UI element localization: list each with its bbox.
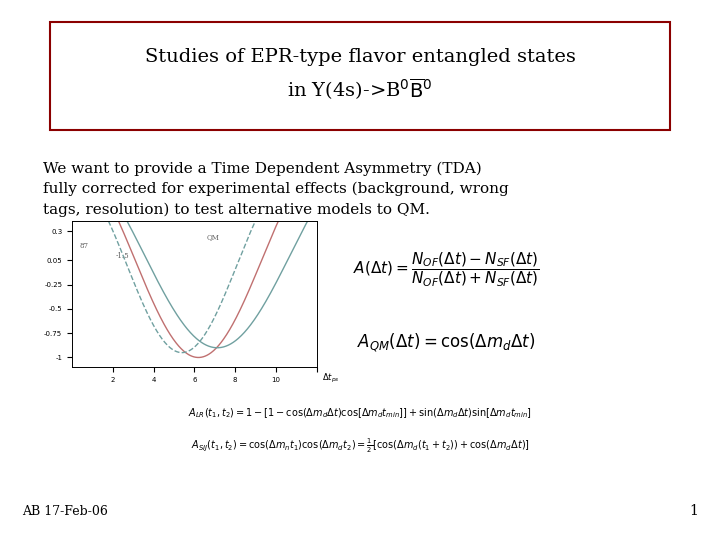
- Text: $A_{LR}(t_1, t_2) = 1 - \left[1 - \cos(\Delta m_d \Delta t)\cos[\Delta m_d t_{mi: $A_{LR}(t_1, t_2) = 1 - \left[1 - \cos(\…: [188, 406, 532, 420]
- Text: We want to provide a Time Dependent Asymmetry (TDA)
fully corrected for experime: We want to provide a Time Dependent Asym…: [43, 162, 509, 217]
- Text: $A_{SIJ}(t_1, t_2) = \cos(\Delta m_n t_1)\cos(\Delta m_d t_2) = \frac{1}{2}\left: $A_{SIJ}(t_1, t_2) = \cos(\Delta m_n t_1…: [191, 436, 529, 455]
- Text: 87: 87: [79, 241, 89, 249]
- Text: $A(\Delta t) = \dfrac{N_{OF}(\Delta t) - N_{SF}(\Delta t)}{N_{OF}(\Delta t) + N_: $A(\Delta t) = \dfrac{N_{OF}(\Delta t) -…: [353, 251, 540, 289]
- Text: in Y(4s)->B$^0\overline{\mathrm{B}}^0$: in Y(4s)->B$^0\overline{\mathrm{B}}^0$: [287, 76, 433, 102]
- Text: 1: 1: [690, 504, 698, 518]
- Text: $\Delta t_{ps}$: $\Delta t_{ps}$: [322, 372, 339, 386]
- Text: Studies of EPR-type flavor entangled states: Studies of EPR-type flavor entangled sta…: [145, 48, 575, 66]
- Text: $A_{QM}(\Delta t)=\cos(\Delta m_d \Delta t)$: $A_{QM}(\Delta t)=\cos(\Delta m_d \Delta…: [357, 332, 536, 354]
- Text: -1.5: -1.5: [116, 252, 130, 260]
- FancyBboxPatch shape: [50, 22, 670, 130]
- Text: QM: QM: [207, 233, 220, 241]
- Text: AB 17-Feb-06: AB 17-Feb-06: [22, 505, 107, 518]
